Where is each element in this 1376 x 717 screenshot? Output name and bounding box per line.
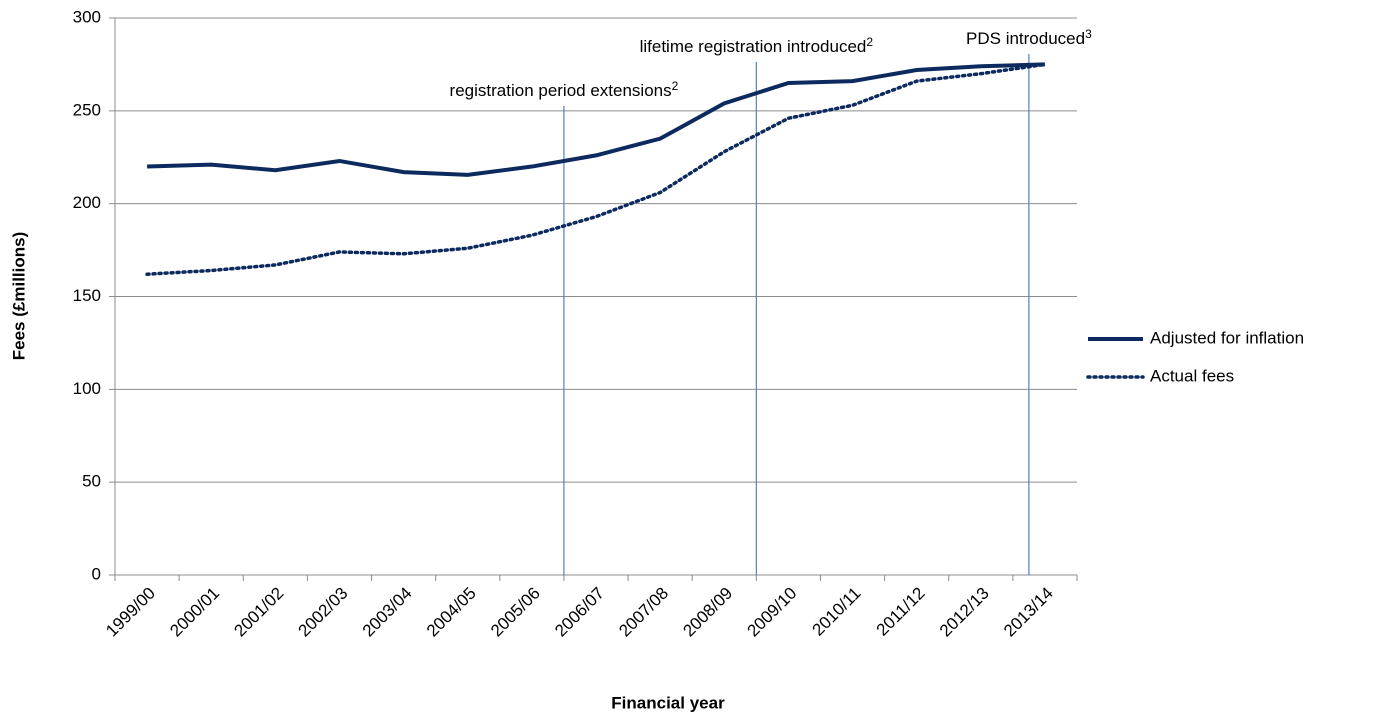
series-line (145, 62, 1047, 276)
x-tick-label: 2006/07 (551, 584, 608, 641)
legend-label: Actual fees (1150, 366, 1234, 385)
series-line (147, 62, 1045, 177)
annotation-superscript: 2 (866, 35, 873, 49)
x-tick-label: 2012/13 (936, 584, 993, 641)
x-tick-label: 2003/04 (359, 584, 416, 641)
x-tick-label: 2008/09 (679, 584, 736, 641)
y-tick-label: 0 (92, 564, 101, 583)
x-tick-label: 2000/01 (166, 584, 223, 641)
x-tick-label: 2007/08 (615, 584, 672, 641)
annotation: registration period extensions2 (450, 79, 679, 100)
y-tick-label: 200 (73, 193, 101, 212)
x-tick-label: 2009/10 (744, 584, 801, 641)
y-tick-label: 50 (82, 472, 101, 491)
y-tick-label: 150 (73, 286, 101, 305)
x-axis-label: Financial year (611, 693, 725, 712)
x-tick-label: 2002/03 (295, 584, 352, 641)
annotation-superscript: 2 (672, 79, 679, 93)
x-tick-label: 2013/14 (1000, 584, 1057, 641)
y-tick-label: 100 (73, 379, 101, 398)
x-tick-label: 2010/11 (809, 584, 865, 640)
y-tick-label: 300 (73, 7, 101, 26)
x-tick-label: 2005/06 (487, 584, 544, 641)
y-axis-label: Fees (£millions) (9, 232, 28, 360)
annotation: lifetime registration introduced2 (640, 35, 874, 56)
legend-label: Adjusted for inflation (1150, 328, 1304, 347)
annotation-text: PDS introduced (966, 29, 1085, 48)
x-tick-label: 2011/12 (873, 584, 929, 640)
y-tick-label: 250 (73, 100, 101, 119)
annotation-text: lifetime registration introduced (640, 37, 867, 56)
annotation-text: registration period extensions (450, 81, 672, 100)
annotation-superscript: 3 (1085, 27, 1092, 41)
x-tick-label: 2004/05 (423, 584, 480, 641)
annotation: PDS introduced3 (966, 27, 1092, 48)
x-tick-label: 2001/02 (230, 584, 287, 641)
x-tick-label: 1999/00 (102, 584, 159, 641)
